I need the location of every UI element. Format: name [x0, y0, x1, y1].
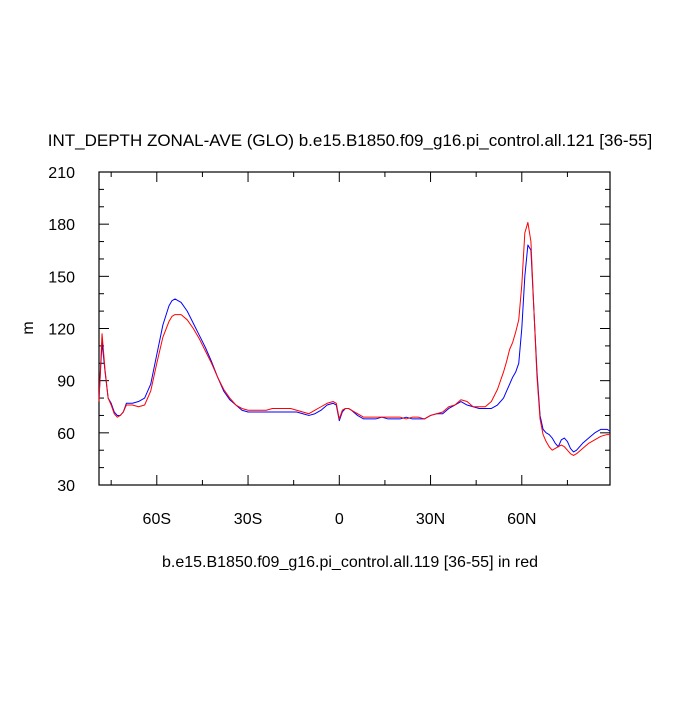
y-axis-label: m	[20, 321, 37, 334]
axis-ticks: 30 60 90 120 150 180 210 60S 30S 0 30N 60N	[48, 165, 610, 528]
y-tick-label: 210	[48, 165, 75, 182]
x-tick-label: 60N	[507, 511, 536, 528]
series-layer	[98, 221, 611, 456]
plot-area-frame	[98, 171, 611, 486]
x-tick-label: 30N	[416, 511, 445, 528]
x-tick-label: 0	[335, 511, 344, 528]
y-tick-label: 60	[57, 426, 75, 443]
y-tick-label: 120	[48, 322, 75, 339]
x-axis-label: b.e15.B1850.f09_g16.pi_control.all.119 […	[162, 554, 538, 571]
y-tick-label: 30	[57, 478, 75, 495]
x-tick-label: 30S	[234, 511, 262, 528]
y-tick-label: 180	[48, 217, 75, 234]
series-line-2	[98, 221, 610, 456]
chart-title: INT_DEPTH ZONAL-AVE (GLO) b.e15.B1850.f0…	[48, 131, 652, 150]
y-tick-label: 90	[57, 374, 75, 391]
series-line-1	[98, 244, 611, 453]
y-tick-label: 150	[48, 269, 75, 286]
x-tick-label: 60S	[143, 511, 171, 528]
